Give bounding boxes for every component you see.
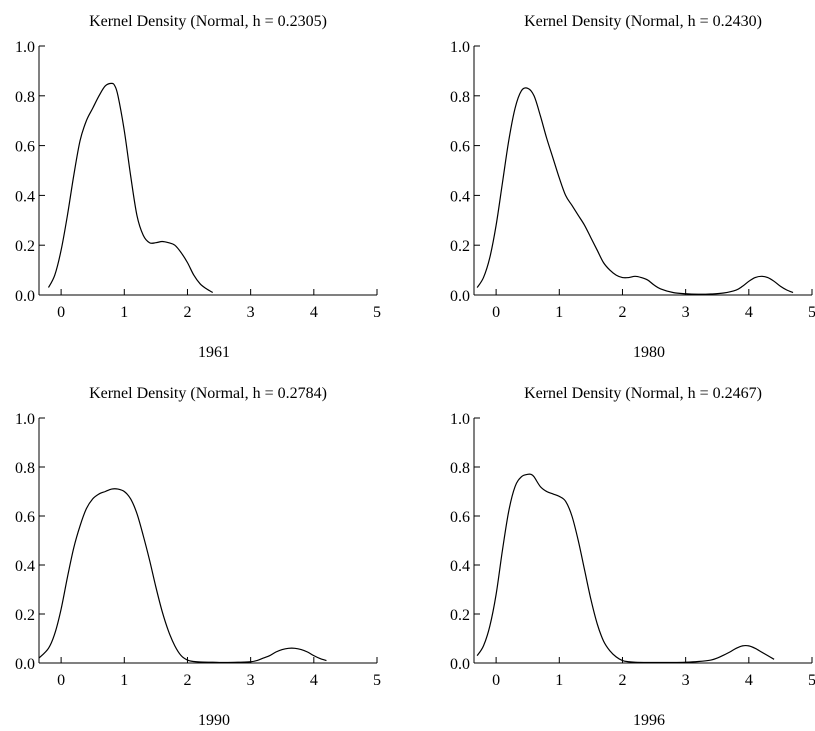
y-tick-label: 1.0 bbox=[450, 411, 470, 428]
x-tick-label: 1 bbox=[555, 304, 563, 321]
x-tick-label: 0 bbox=[57, 672, 65, 689]
x-axis-label: 1996 bbox=[633, 712, 665, 729]
x-tick-label: 3 bbox=[247, 672, 255, 689]
x-tick-label: 2 bbox=[618, 672, 626, 689]
y-tick-label: 0.6 bbox=[450, 509, 470, 526]
x-tick-label: 3 bbox=[682, 304, 690, 321]
x-tick-label: 5 bbox=[808, 672, 815, 689]
y-tick-label: 0.8 bbox=[15, 89, 35, 106]
chart-panel-1996: Kernel Density (Normal, h = 0.2467) 0.0 0.… bbox=[450, 385, 815, 729]
y-tick-label: 1.0 bbox=[450, 39, 470, 56]
y-tick-label: 0.0 bbox=[450, 288, 470, 305]
x-tick-label: 1 bbox=[120, 672, 128, 689]
y-tick-label: 0.2 bbox=[450, 607, 470, 624]
y-tick-label: 0.2 bbox=[15, 238, 35, 255]
y-tick-label: 0.8 bbox=[450, 460, 470, 477]
x-axis-label: 1990 bbox=[198, 712, 230, 729]
x-tick-label: 0 bbox=[492, 304, 500, 321]
density-curve bbox=[38, 488, 327, 664]
chart-title: Kernel Density (Normal, h = 0.2430) bbox=[524, 13, 762, 30]
chart-panel-1961: Kernel Density (Normal, h = 0.2305) 0.0 0.… bbox=[15, 13, 381, 361]
y-tick-label: 0.4 bbox=[15, 558, 35, 575]
chart-panel-1980: Kernel Density (Normal, h = 0.2430) 0.0 0.… bbox=[450, 13, 815, 361]
x-tick-label: 4 bbox=[310, 304, 318, 321]
x-tick-label: 3 bbox=[682, 672, 690, 689]
y-tick-label: 0.8 bbox=[15, 460, 35, 477]
x-tick-label: 4 bbox=[745, 304, 753, 321]
x-axis-label: 1980 bbox=[633, 344, 665, 361]
chart-title: Kernel Density (Normal, h = 0.2305) bbox=[89, 13, 327, 30]
y-tick-label: 0.8 bbox=[450, 89, 470, 106]
x-tick-label: 1 bbox=[555, 672, 563, 689]
chart-panel-1990: Kernel Density (Normal, h = 0.2784) 0.0 0.… bbox=[15, 385, 381, 729]
x-tick-label: 5 bbox=[373, 672, 381, 689]
x-tick-label: 5 bbox=[808, 304, 815, 321]
chart-title: Kernel Density (Normal, h = 0.2784) bbox=[89, 385, 327, 402]
y-tick-label: 0.0 bbox=[450, 656, 470, 673]
y-tick-label: 0.2 bbox=[15, 607, 35, 624]
x-tick-label: 4 bbox=[310, 672, 318, 689]
x-tick-label: 1 bbox=[120, 304, 128, 321]
x-tick-label: 5 bbox=[373, 304, 381, 321]
y-tick-label: 0.2 bbox=[450, 238, 470, 255]
y-tick-label: 0.6 bbox=[450, 139, 470, 156]
x-tick-label: 2 bbox=[618, 304, 626, 321]
y-tick-label: 0.4 bbox=[450, 558, 470, 575]
x-tick-label: 3 bbox=[247, 304, 255, 321]
x-tick-label: 0 bbox=[57, 304, 65, 321]
density-curve bbox=[47, 82, 214, 294]
y-tick-label: 0.0 bbox=[15, 288, 35, 305]
y-tick-label: 0.6 bbox=[15, 509, 35, 526]
y-tick-label: 0.4 bbox=[450, 188, 470, 205]
y-tick-label: 1.0 bbox=[15, 411, 35, 428]
x-tick-label: 0 bbox=[492, 672, 500, 689]
chart-title: Kernel Density (Normal, h = 0.2467) bbox=[524, 385, 762, 402]
y-tick-label: 0.6 bbox=[15, 139, 35, 156]
density-curve bbox=[476, 87, 794, 295]
y-tick-label: 0.0 bbox=[15, 656, 35, 673]
density-curve bbox=[476, 473, 775, 664]
y-tick-label: 1.0 bbox=[15, 39, 35, 56]
x-axis-label: 1961 bbox=[198, 344, 230, 361]
x-tick-label: 4 bbox=[745, 672, 753, 689]
x-tick-label: 2 bbox=[183, 672, 191, 689]
x-tick-label: 2 bbox=[183, 304, 191, 321]
y-tick-label: 0.4 bbox=[15, 188, 35, 205]
